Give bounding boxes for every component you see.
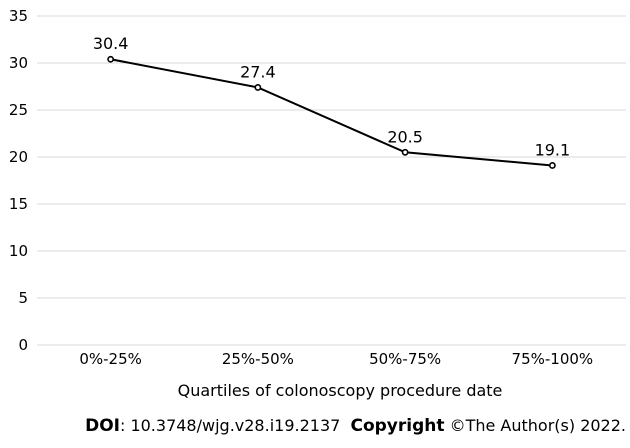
y-tick-label: 5: [18, 289, 28, 307]
y-axis-ticks: 0 5 10 15 20 25 30 35: [9, 7, 28, 354]
data-point: [548, 162, 556, 169]
y-tick-label: 25: [9, 101, 28, 119]
x-tick-label: 50%-75%: [369, 350, 441, 368]
doi-label: DOI: [85, 416, 120, 436]
line-chart: 0 5 10 15 20 25 30 35 0%-25% 25%-50% 50%-75% 75%-1…: [9, 7, 626, 400]
series-line: [110, 58, 553, 167]
y-tick-label: 20: [9, 148, 28, 166]
gridlines: [37, 15, 626, 346]
data-label: 30.4: [93, 34, 129, 53]
x-tick-label: 75%-100%: [512, 350, 594, 368]
x-axis-label: Quartiles of colonoscopy procedure date: [178, 381, 503, 400]
doi-value: : 10.3748/wjg.v28.i19.2137: [119, 416, 341, 435]
copyright-value: ©The Author(s) 2022.: [444, 416, 626, 435]
x-axis-ticks: 0%-25% 25%-50% 50%-75% 75%-100%: [79, 350, 593, 368]
data-label: 20.5: [387, 127, 423, 146]
y-tick-label: 10: [9, 242, 28, 260]
data-label: 19.1: [535, 140, 571, 159]
y-tick-label: 35: [9, 7, 28, 25]
data-point: [401, 148, 409, 156]
y-tick-label: 0: [18, 336, 28, 354]
copyright-label: Copyright: [350, 416, 445, 436]
y-tick-label: 30: [9, 54, 28, 72]
data-point: [254, 84, 262, 91]
data-label: 27.4: [240, 62, 276, 81]
data-labels: 30.4 27.4 20.5 19.1: [93, 34, 570, 159]
citation-footer: DOI: 10.3748/wjg.v28.i19.2137 Copyright …: [0, 416, 630, 438]
x-tick-label: 0%-25%: [79, 350, 142, 368]
x-tick-label: 25%-50%: [222, 350, 294, 368]
y-tick-label: 15: [9, 195, 28, 213]
data-point: [107, 55, 115, 63]
series-group: [107, 55, 556, 169]
